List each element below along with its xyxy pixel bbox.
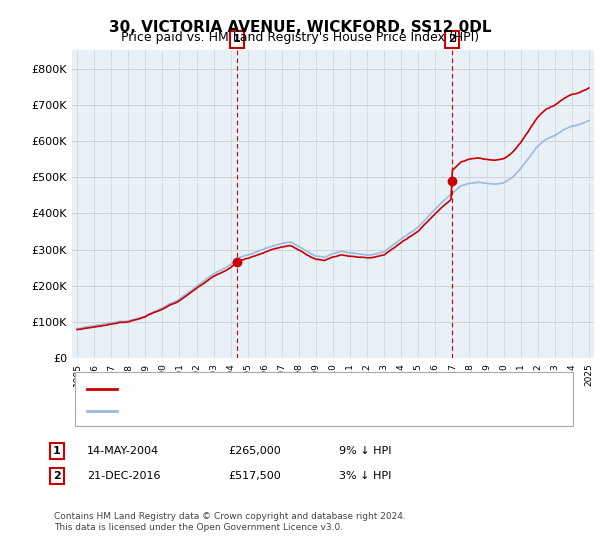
Text: 21-DEC-2016: 21-DEC-2016 bbox=[87, 471, 161, 481]
Text: 14-MAY-2004: 14-MAY-2004 bbox=[87, 446, 159, 456]
Text: £517,500: £517,500 bbox=[228, 471, 281, 481]
Text: 2: 2 bbox=[53, 471, 61, 481]
Text: 3% ↓ HPI: 3% ↓ HPI bbox=[339, 471, 391, 481]
Text: 30, VICTORIA AVENUE, WICKFORD, SS12 0DL (detached house): 30, VICTORIA AVENUE, WICKFORD, SS12 0DL … bbox=[123, 384, 452, 394]
Text: Contains HM Land Registry data © Crown copyright and database right 2024.
This d: Contains HM Land Registry data © Crown c… bbox=[54, 512, 406, 532]
Text: HPI: Average price, detached house, Basildon: HPI: Average price, detached house, Basi… bbox=[123, 406, 361, 416]
Text: 9% ↓ HPI: 9% ↓ HPI bbox=[339, 446, 391, 456]
Text: £265,000: £265,000 bbox=[228, 446, 281, 456]
Text: 1: 1 bbox=[233, 34, 241, 44]
Text: 1: 1 bbox=[53, 446, 61, 456]
Text: 2: 2 bbox=[448, 34, 456, 44]
Text: Price paid vs. HM Land Registry's House Price Index (HPI): Price paid vs. HM Land Registry's House … bbox=[121, 31, 479, 44]
Text: 30, VICTORIA AVENUE, WICKFORD, SS12 0DL: 30, VICTORIA AVENUE, WICKFORD, SS12 0DL bbox=[109, 20, 491, 35]
